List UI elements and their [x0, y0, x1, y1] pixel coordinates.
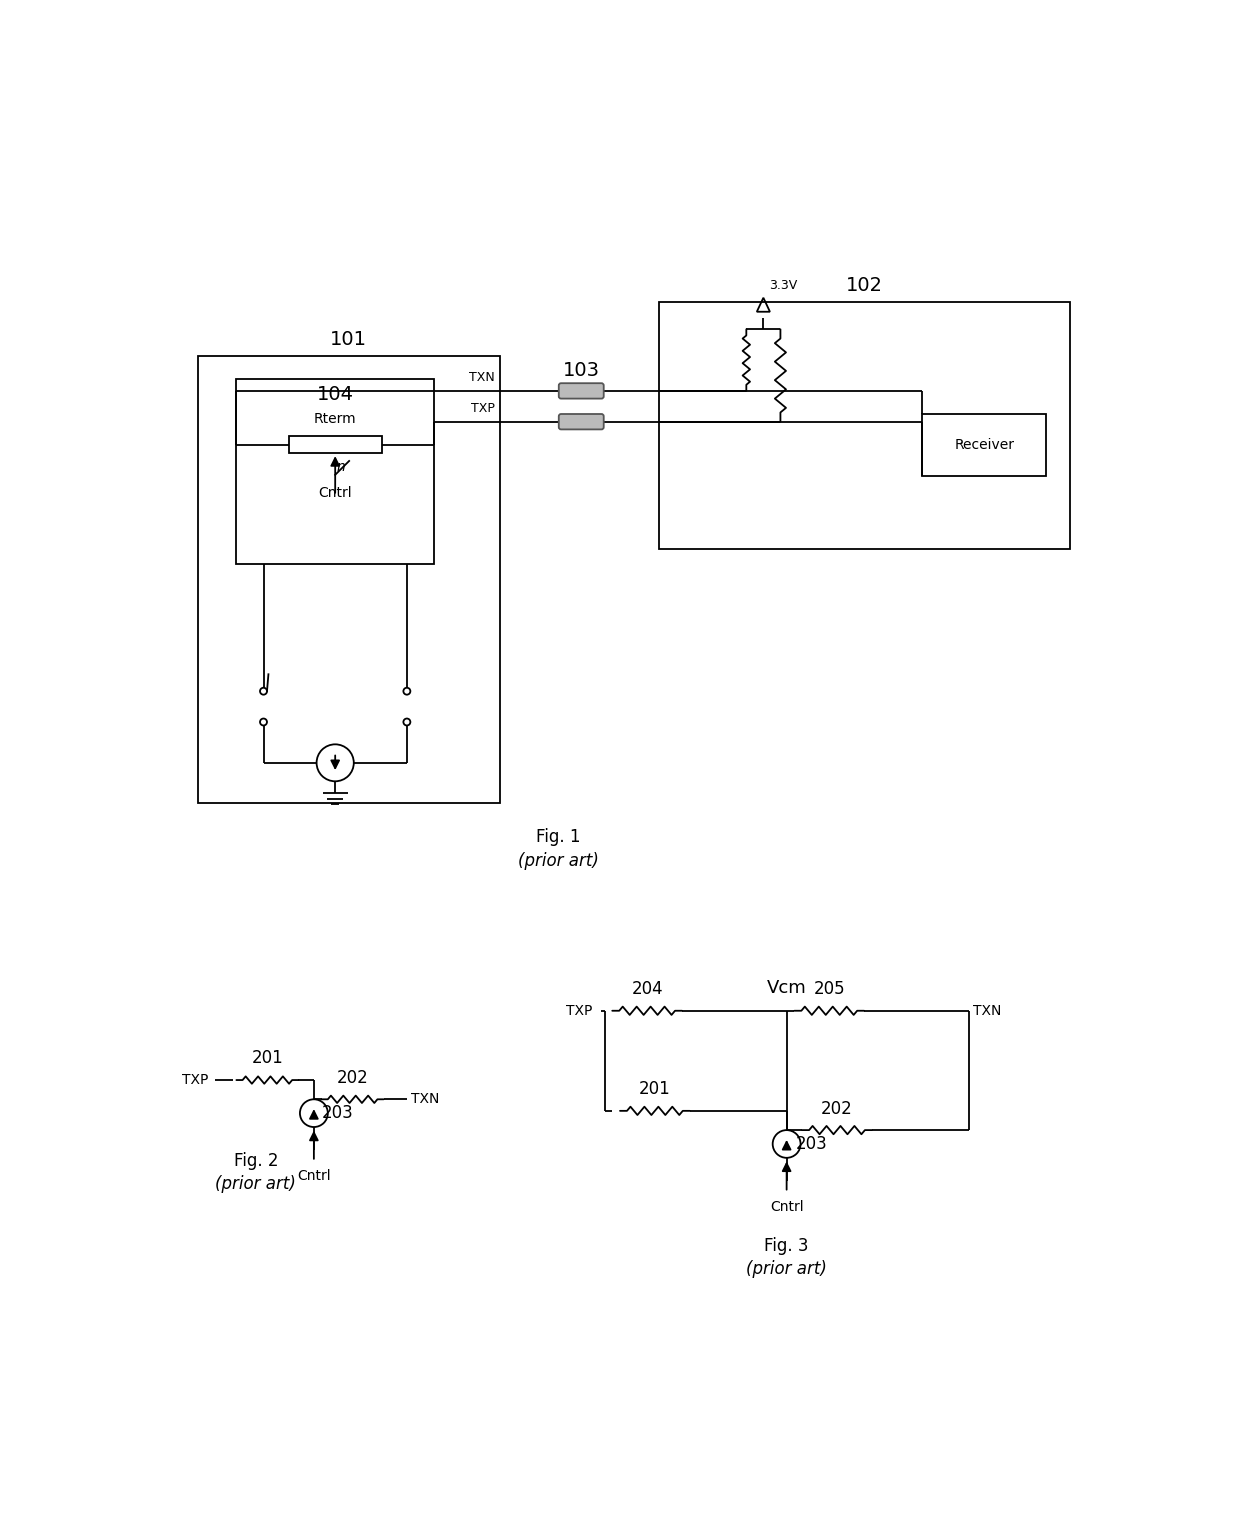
Text: TXN: TXN	[972, 1003, 1001, 1017]
Text: Cntrl: Cntrl	[298, 1170, 331, 1183]
Text: TXP: TXP	[565, 1003, 593, 1017]
Text: n: n	[337, 461, 346, 474]
FancyBboxPatch shape	[559, 383, 604, 398]
Bar	[197, 357, 500, 802]
Text: Fig. 1: Fig. 1	[536, 828, 580, 846]
Text: Fig. 3: Fig. 3	[764, 1237, 808, 1255]
Text: TXN: TXN	[470, 371, 495, 384]
Text: 203: 203	[796, 1135, 827, 1153]
Text: 203: 203	[321, 1104, 353, 1122]
Text: Rterm: Rterm	[314, 412, 357, 427]
Text: Cntrl: Cntrl	[319, 486, 352, 500]
Text: Cntrl: Cntrl	[770, 1200, 804, 1214]
Text: (prior art): (prior art)	[517, 851, 599, 869]
Bar	[237, 380, 434, 564]
Text: 101: 101	[330, 329, 367, 349]
Text: 201: 201	[639, 1080, 671, 1098]
Bar	[289, 436, 382, 453]
Text: (prior art): (prior art)	[746, 1260, 827, 1278]
Text: 103: 103	[563, 360, 600, 380]
Text: (prior art): (prior art)	[216, 1174, 296, 1193]
FancyBboxPatch shape	[559, 413, 604, 430]
Circle shape	[300, 1100, 327, 1127]
Text: TXP: TXP	[182, 1074, 208, 1087]
Text: 202: 202	[337, 1069, 368, 1087]
Bar	[923, 413, 1047, 476]
Text: 201: 201	[252, 1049, 283, 1067]
Text: Fig. 2: Fig. 2	[233, 1151, 278, 1170]
Text: TXP: TXP	[471, 401, 495, 415]
Text: 102: 102	[846, 276, 883, 294]
Circle shape	[403, 688, 410, 695]
Text: 205: 205	[813, 981, 846, 999]
Circle shape	[773, 1130, 801, 1157]
Circle shape	[403, 718, 410, 726]
Text: 204: 204	[631, 981, 663, 999]
Text: 104: 104	[316, 386, 353, 404]
Text: 202: 202	[821, 1100, 853, 1118]
Text: Vcm: Vcm	[766, 979, 806, 997]
Circle shape	[316, 744, 353, 781]
Text: TXN: TXN	[410, 1092, 439, 1106]
Circle shape	[260, 718, 267, 726]
Bar	[658, 302, 1069, 549]
Text: 3.3V: 3.3V	[770, 279, 797, 293]
Text: Receiver: Receiver	[955, 438, 1014, 451]
Circle shape	[260, 688, 267, 695]
